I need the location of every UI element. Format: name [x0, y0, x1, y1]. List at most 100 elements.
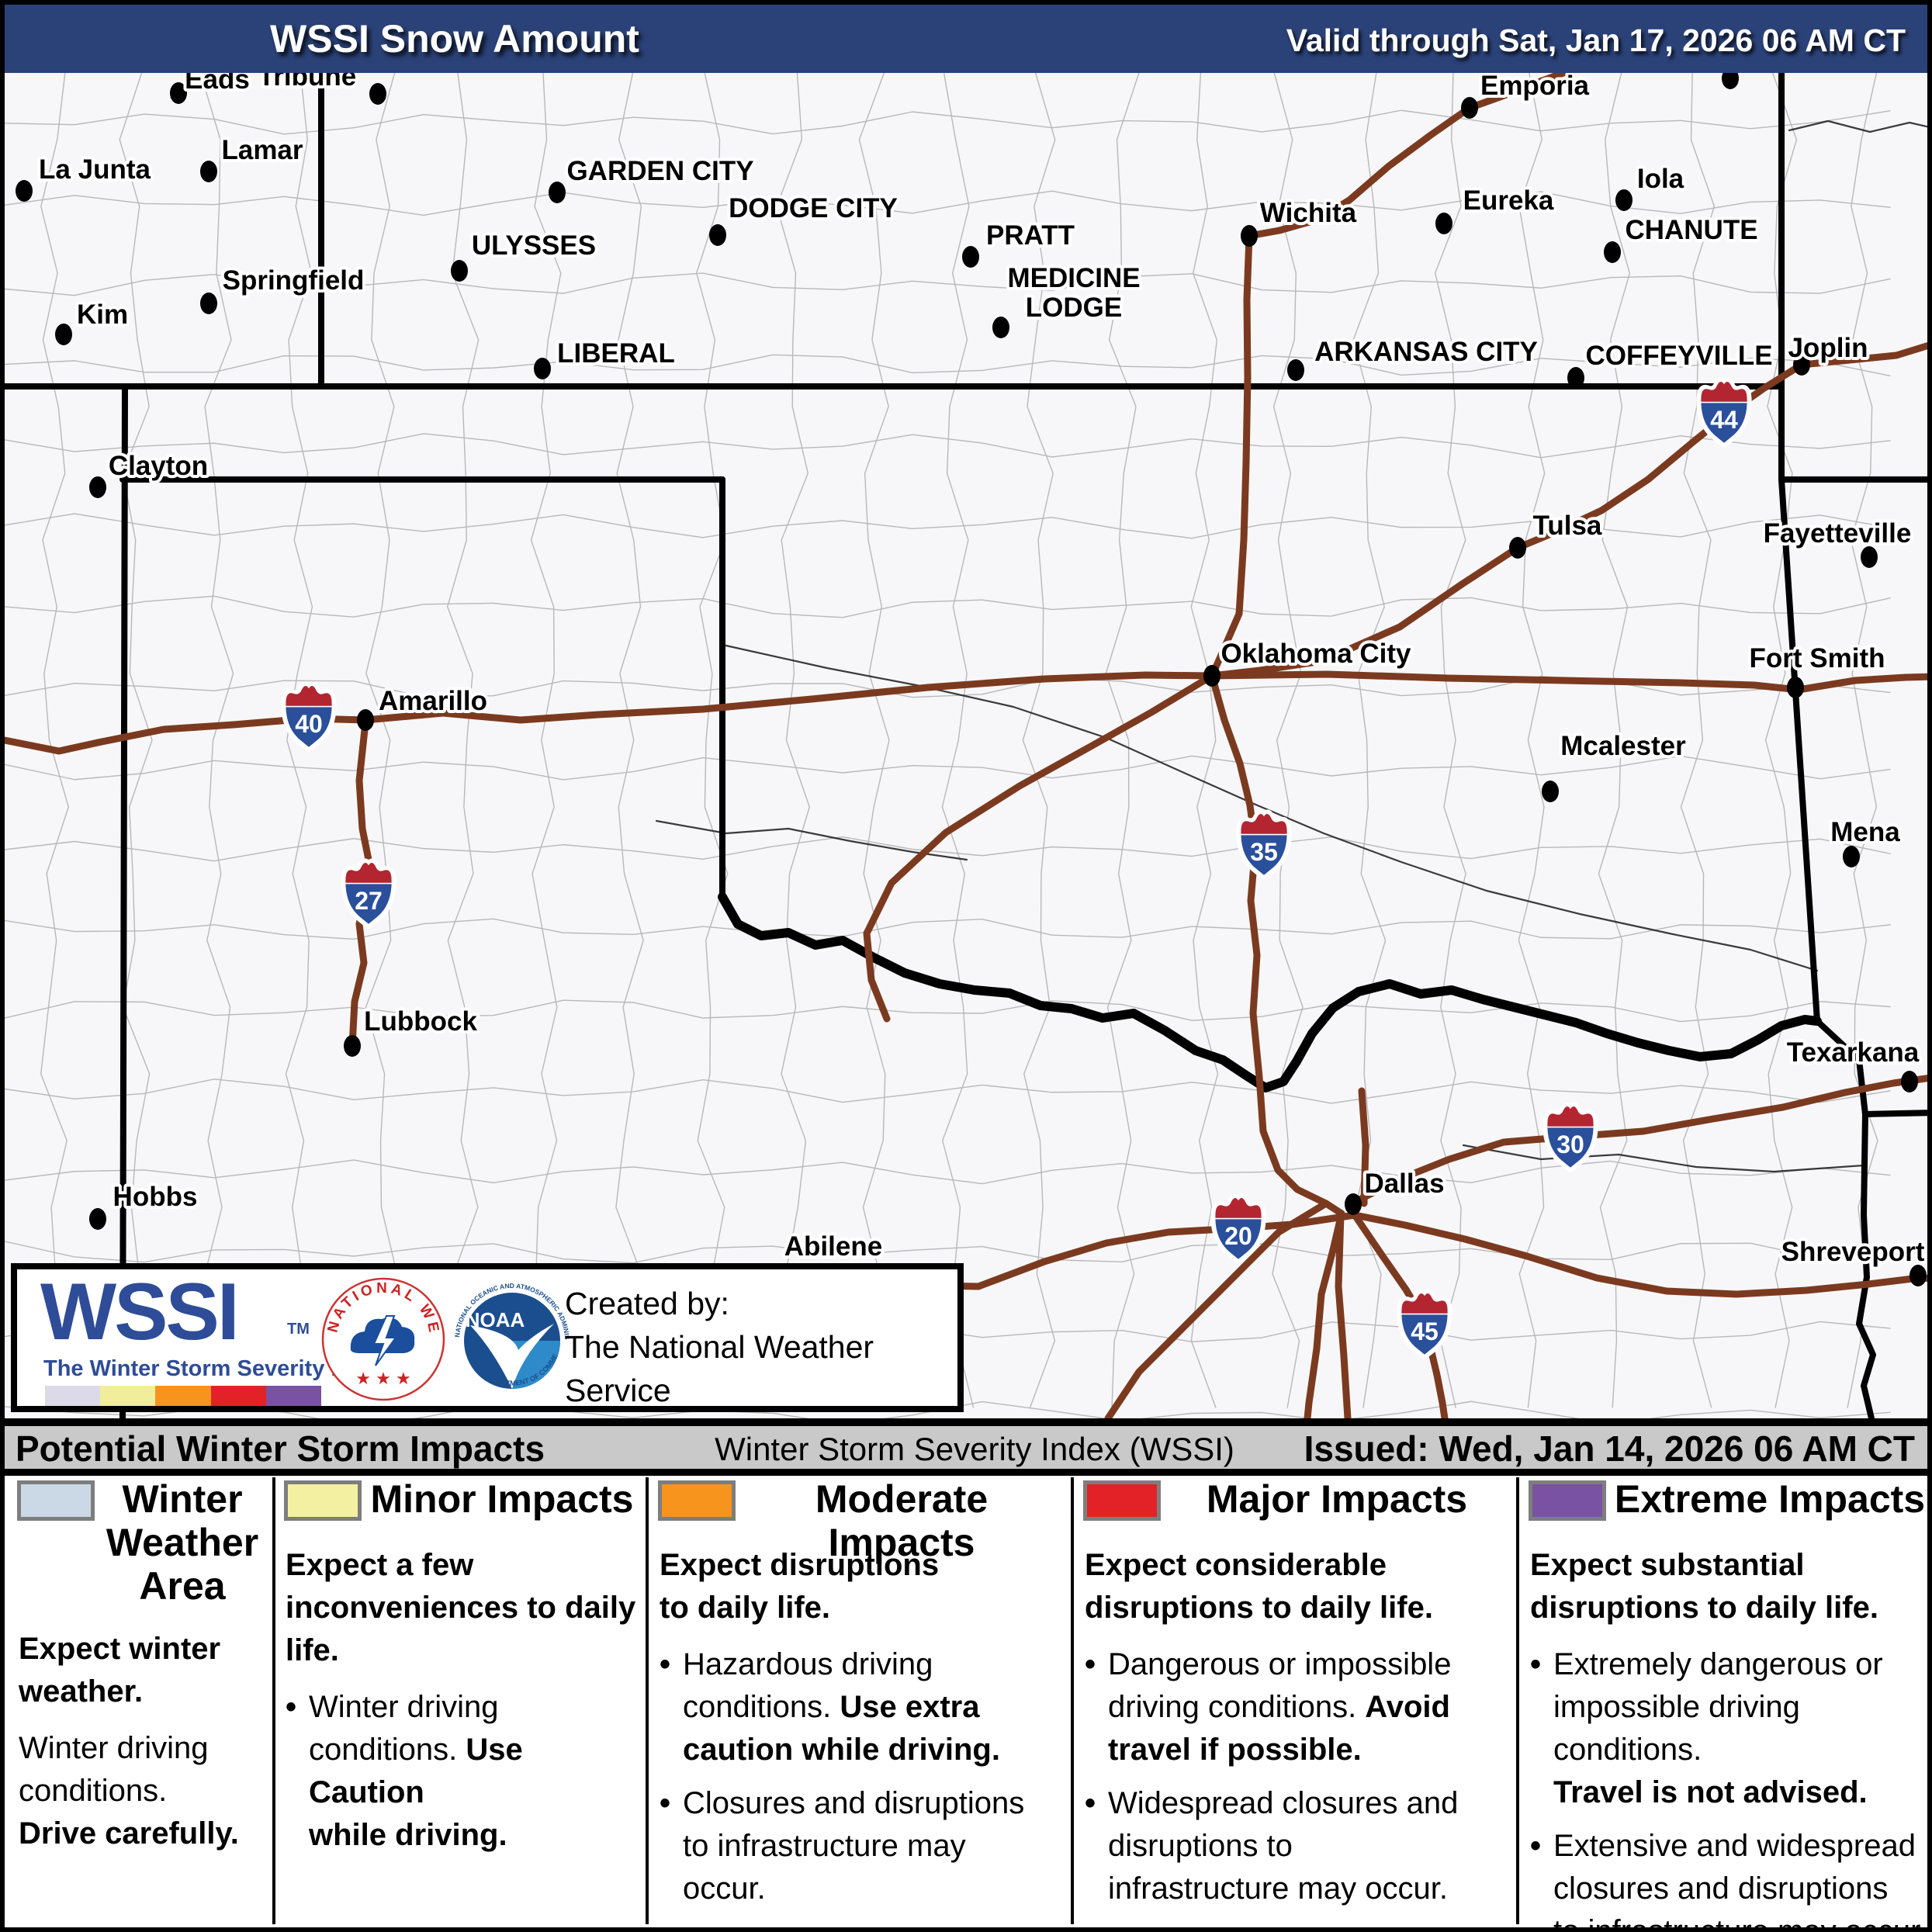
impacts-legend: Winter Weather Area Expect winter weather…	[5, 1476, 1927, 1927]
valid-through-label: Valid through Sat, Jan 17, 2026 06 AM CT	[1286, 23, 1906, 58]
legend-swatch	[284, 1480, 362, 1521]
bullet-icon: •	[1530, 1647, 1542, 1681]
interstate-shield-30: 30	[1542, 1102, 1598, 1172]
interstate-shield-44: 44	[1696, 377, 1752, 448]
city-label: GARDEN CITY	[566, 156, 753, 186]
city-dot	[357, 709, 374, 731]
city-label: LIBERAL	[557, 338, 675, 369]
city-dot	[451, 260, 468, 282]
legend-swatch	[1083, 1480, 1161, 1521]
city-label: Hobbs	[113, 1182, 198, 1212]
severity-scale-segment	[155, 1386, 211, 1406]
svg-text:44: 44	[1710, 406, 1738, 434]
state-borders	[5, 73, 1927, 1418]
legend-text-block: • Closures and disruptions to infrastruct…	[660, 1782, 1065, 1910]
city-label: Tribune	[258, 61, 356, 92]
city-dot	[89, 476, 106, 498]
city-dot	[1567, 367, 1584, 389]
city-label: Tulsa	[1533, 511, 1602, 541]
city-dot	[369, 83, 386, 105]
legend-title: Extreme Impacts	[1614, 1477, 1926, 1521]
severity-color-scale	[45, 1386, 322, 1406]
legend-title: Winter Weather Area	[106, 1477, 259, 1608]
city-label: Lubbock	[364, 1006, 477, 1037]
legend-text-block: Expect a few inconveniences to daily lif…	[286, 1548, 636, 1667]
city-label: ARKANSAS CITY	[1314, 337, 1538, 367]
legend-text-block: • Winter driving conditions. Use Caution …	[286, 1686, 639, 1857]
city-dot	[1435, 213, 1452, 234]
city-dot	[1241, 225, 1258, 247]
city-dot	[1604, 241, 1621, 263]
city-label: Shreveport	[1781, 1237, 1925, 1267]
interstate-shield-45: 45	[1397, 1289, 1452, 1359]
city-label: Iola	[1637, 164, 1684, 194]
city-label: COFFEYVILLE	[1585, 341, 1772, 371]
city-dot	[992, 317, 1009, 338]
city-label: MEDICINE LODGE	[1007, 263, 1140, 323]
legend-text-block: Expect winter weather.	[19, 1632, 221, 1709]
legend-text-block: Winter driving conditions. Drive careful…	[19, 1731, 239, 1851]
city-dot	[1843, 846, 1860, 867]
page-title: WSSI Snow Amount	[270, 17, 639, 61]
legend-column-moderate-impacts: Moderate Impacts Expect disruptions to da…	[652, 1476, 1065, 1918]
bullet-icon: •	[1085, 1647, 1096, 1681]
city-label: Oklahoma City	[1220, 639, 1411, 669]
city-label: Springfield	[223, 265, 365, 296]
severity-scale-segment	[265, 1386, 322, 1406]
city-dot	[534, 358, 551, 379]
legend-text-block: • Hazardous driving conditions. Use extra…	[660, 1643, 1065, 1771]
bullet-icon: •	[1530, 1829, 1542, 1863]
city-label: Eads	[185, 64, 250, 95]
city-label: Mcalester	[1560, 731, 1686, 761]
interstate-shield-40: 40	[281, 681, 337, 752]
header-bar: WSSI Snow Amount Valid through Sat, Jan …	[5, 5, 1927, 73]
bullet-icon: •	[660, 1786, 671, 1820]
city-dot	[344, 1035, 361, 1057]
svg-text:40: 40	[295, 710, 323, 738]
city-dot	[1909, 1265, 1927, 1286]
city-dot	[200, 293, 217, 314]
legend-divider	[1071, 1477, 1074, 1924]
legend-divider	[272, 1477, 275, 1924]
city-label: Dallas	[1364, 1169, 1444, 1199]
city-label: Abilene	[784, 1231, 882, 1262]
legend-title: Major Impacts	[1206, 1477, 1468, 1521]
legend-column-major-impacts: Major Impacts Expect considerable disrupt…	[1077, 1476, 1510, 1918]
legend-title: Minor Impacts	[370, 1477, 634, 1521]
city-label: Eureka	[1463, 185, 1554, 216]
legend-column-winter: Winter Weather Area Expect winter weather…	[11, 1476, 267, 1869]
city-label: Fayetteville	[1764, 518, 1912, 549]
svg-text:30: 30	[1556, 1130, 1584, 1158]
legend-column-extreme-impacts: Extreme Impacts Expect substantial disrup…	[1522, 1476, 1927, 1927]
city-dot	[89, 1208, 106, 1230]
city-label: DODGE CITY	[729, 193, 898, 223]
legend-swatch	[1529, 1480, 1606, 1521]
city-dot	[709, 224, 726, 246]
city-label: Amarillo	[379, 686, 487, 716]
issued-label: Issued: Wed, Jan 14, 2026 06 AM CT	[1304, 1428, 1915, 1469]
city-label: Clayton	[109, 451, 208, 481]
interstate-shield-27: 27	[341, 858, 396, 929]
city-label: Wichita	[1260, 198, 1357, 228]
city-dot	[170, 82, 187, 104]
cities: Eads Tribune La Junta Lamar GARDEN CITY ULYSS…	[16, 61, 1927, 1286]
svg-text:45: 45	[1411, 1317, 1439, 1345]
svg-text:NOAA: NOAA	[466, 1308, 525, 1331]
legend-text-block: Expect disruptions to daily life.	[660, 1548, 940, 1625]
legend-divider	[646, 1477, 649, 1924]
trademark-label: TM	[287, 1321, 310, 1338]
svg-text:20: 20	[1224, 1222, 1252, 1250]
severity-scale-segment	[210, 1386, 266, 1406]
city-dot	[55, 324, 72, 345]
city-dot	[16, 180, 33, 202]
legend-swatch	[658, 1480, 736, 1521]
city-label: Texarkana	[1787, 1037, 1920, 1068]
legend-swatch	[17, 1480, 95, 1521]
impacts-bar-title: Potential Winter Storm Impacts	[16, 1428, 545, 1469]
city-label: Kim	[77, 299, 128, 330]
interstate-shield-35: 35	[1236, 809, 1292, 880]
city-dot	[1861, 546, 1878, 568]
svg-text:27: 27	[355, 887, 383, 915]
city-dot	[549, 182, 566, 203]
